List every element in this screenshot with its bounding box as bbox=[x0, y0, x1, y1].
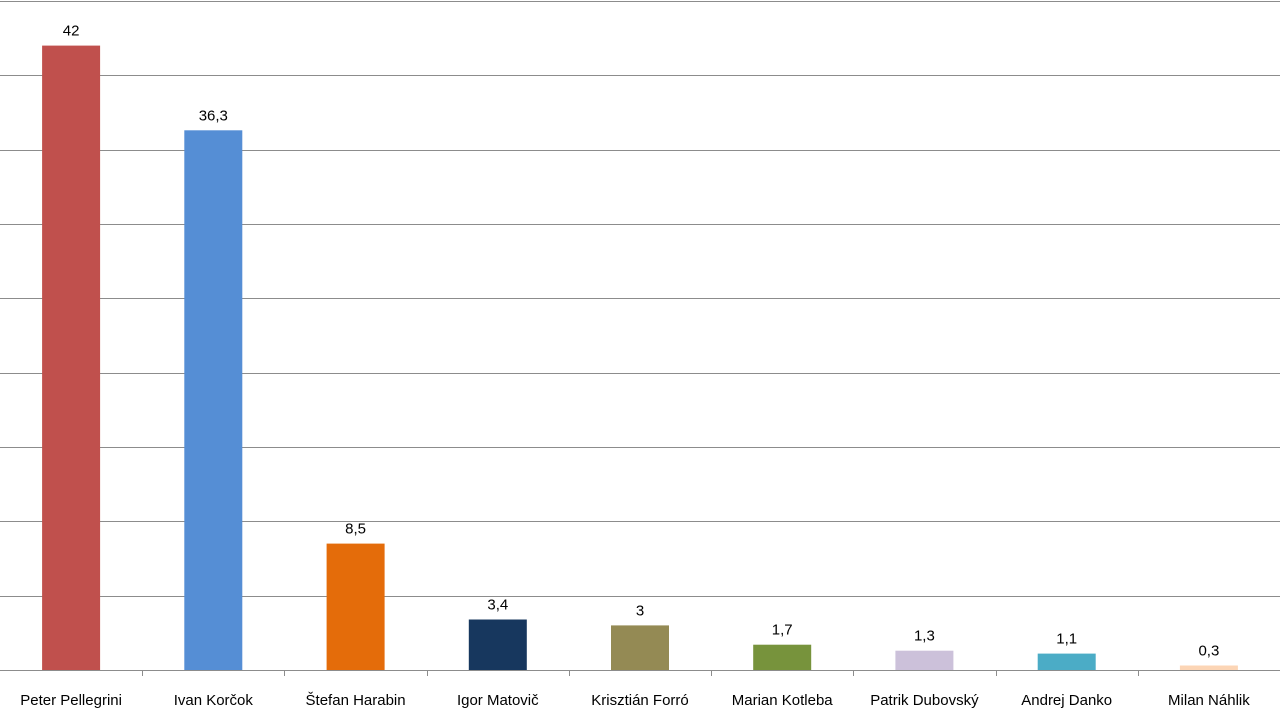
bar-9 bbox=[1179, 665, 1238, 670]
category-label-1: Peter Pellegrini bbox=[20, 692, 122, 709]
bar-5 bbox=[611, 625, 669, 670]
data-label-5: 3 bbox=[636, 602, 644, 619]
bar-7 bbox=[895, 650, 954, 670]
category-labels: Peter Pellegrini Ivan Korčok Štefan Harabi… bbox=[20, 692, 1250, 709]
category-label-5: Krisztián Forró bbox=[591, 692, 689, 709]
category-label-9: Milan Náhlik bbox=[1168, 692, 1250, 709]
data-labels: 42 36,3 8,5 3,4 3 1,7 1,3 1,1 0,3 bbox=[63, 23, 1220, 660]
category-label-2: Ivan Korčok bbox=[174, 692, 254, 709]
bar-6 bbox=[753, 644, 812, 670]
bar-3 bbox=[326, 543, 385, 670]
bar-2 bbox=[184, 130, 243, 671]
data-label-3: 8,5 bbox=[345, 521, 366, 538]
data-label-2: 36,3 bbox=[199, 107, 228, 124]
bar-4 bbox=[468, 619, 527, 670]
data-label-4: 3,4 bbox=[487, 597, 508, 614]
bar-8 bbox=[1037, 653, 1096, 670]
category-label-8: Andrej Danko bbox=[1021, 692, 1112, 709]
data-label-7: 1,3 bbox=[914, 628, 935, 645]
data-label-6: 1,7 bbox=[772, 622, 793, 639]
category-label-4: Igor Matovič bbox=[457, 692, 539, 709]
bar-1 bbox=[42, 45, 101, 671]
data-label-1: 42 bbox=[63, 23, 80, 40]
x-axis-ticks bbox=[142, 670, 1139, 676]
bars bbox=[42, 45, 1238, 671]
data-label-8: 1,1 bbox=[1056, 631, 1077, 648]
data-label-9: 0,3 bbox=[1198, 643, 1219, 660]
category-label-3: Štefan Harabin bbox=[306, 692, 406, 709]
category-label-6: Marian Kotleba bbox=[732, 692, 834, 709]
category-label-7: Patrik Dubovský bbox=[870, 692, 979, 709]
